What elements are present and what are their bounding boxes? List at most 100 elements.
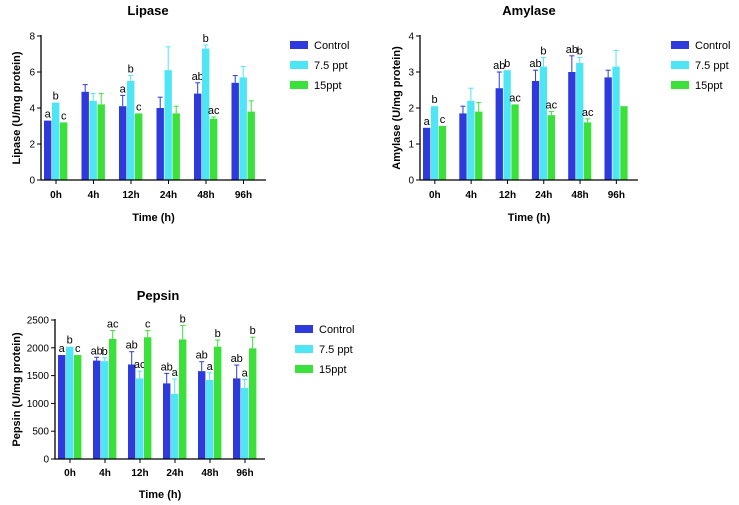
y-axis-label: Pepsin (U/mg protein) — [11, 332, 23, 447]
bar-15ppt-0h — [438, 126, 447, 180]
x-tick-label: 48h — [197, 190, 214, 201]
x-tick-label: 48h — [571, 190, 588, 201]
significance-label: ac — [107, 319, 119, 331]
legend-entry: Control — [314, 40, 349, 52]
y-tick-label: 3 — [408, 68, 414, 79]
bar-control-24h — [156, 108, 164, 180]
bar-15ppt-12h — [135, 113, 143, 180]
x-tick-label: 24h — [160, 190, 177, 201]
significance-label: c — [61, 110, 67, 122]
significance-label: b — [53, 91, 59, 103]
bar-15ppt-12h — [144, 337, 152, 459]
legend-entry: 7.5 ppt — [695, 60, 729, 72]
x-tick-label: 4h — [465, 190, 477, 201]
legend-swatch — [295, 325, 313, 333]
y-tick-label: 1000 — [27, 399, 50, 410]
legend-swatch — [290, 41, 308, 49]
y-tick-label: 0 — [408, 176, 414, 187]
bar-15ppt-96h — [620, 106, 628, 180]
bar-15ppt-4h — [109, 338, 117, 459]
bar-7.5ppt-24h — [171, 393, 179, 459]
bar-control-0h — [423, 127, 431, 180]
x-axis-label: Time (h) — [139, 489, 182, 501]
y-tick-label: 1500 — [27, 371, 50, 382]
significance-label: ab — [529, 58, 541, 70]
significance-label: b — [67, 335, 73, 347]
x-axis-label: Time (h) — [132, 212, 175, 224]
significance-label: a — [207, 361, 214, 373]
legend: Control 7.5 ppt 15ppt — [671, 40, 730, 92]
significance-label: ab — [126, 340, 138, 352]
significance-label: ab — [192, 71, 204, 83]
y-tick-label: 4 — [408, 32, 414, 43]
significance-label: b — [431, 94, 437, 106]
bar-7.5ppt-4h — [467, 100, 475, 180]
bar-control-48h — [194, 93, 202, 180]
significance-label: ab — [493, 60, 505, 72]
chart-title: Pepsin — [137, 288, 180, 303]
bar-7.5ppt-12h — [136, 378, 144, 459]
significance-label: ab — [161, 361, 173, 373]
chart-lipase: Lipase Time (h) Lipase (U/mg protein) 0 2 4 6 8… — [11, 3, 349, 224]
legend-entry: 15ppt — [695, 80, 723, 92]
bar-15ppt-96h — [247, 111, 255, 180]
bar-7.5ppt-96h — [239, 77, 247, 180]
bar-15ppt-4h — [475, 111, 483, 180]
significance-label: c — [75, 343, 81, 355]
legend-entry: 15ppt — [319, 364, 347, 376]
bar-control-48h — [198, 371, 206, 459]
bar-15ppt-24h — [179, 339, 187, 459]
bar-control-12h — [119, 106, 127, 180]
bar-7.5ppt-4h — [89, 100, 97, 180]
bar-7.5ppt-24h — [539, 66, 548, 180]
significance-label: ab — [196, 350, 208, 362]
bar-15ppt-24h — [547, 115, 555, 180]
bar-control-12h — [495, 88, 503, 180]
y-tick-label: 1 — [408, 140, 414, 151]
chart-title: Amylase — [502, 3, 555, 18]
bar-control-12h — [128, 364, 136, 459]
significance-label: c — [136, 101, 142, 113]
legend-entry: Control — [695, 40, 730, 52]
y-tick-label: 6 — [29, 68, 35, 79]
significance-label: b — [128, 64, 134, 76]
legend-swatch — [295, 345, 313, 353]
significance-label: b — [203, 33, 209, 45]
significance-label: ac — [509, 92, 521, 104]
bar-15ppt-24h — [172, 113, 180, 180]
bar-7.5ppt-0h — [52, 102, 60, 180]
x-tick-label: 0h — [50, 190, 62, 201]
y-tick-label: 4 — [29, 104, 35, 115]
legend-swatch — [671, 61, 689, 69]
bar-15ppt-0h — [74, 355, 82, 459]
bar-7.5ppt-12h — [127, 81, 135, 180]
significance-label: b — [577, 46, 583, 58]
y-tick-label: 2 — [29, 140, 35, 151]
bar-control-24h — [163, 383, 171, 459]
y-tick-label: 2000 — [27, 343, 50, 354]
legend-swatch — [295, 365, 313, 373]
x-tick-label: 12h — [499, 190, 516, 201]
y-tick-label: 8 — [29, 32, 35, 43]
y-tick-label: 2500 — [27, 316, 50, 327]
bar-7.5ppt-4h — [101, 361, 109, 459]
bar-7.5ppt-48h — [202, 48, 210, 180]
bar-15ppt-48h — [210, 118, 218, 180]
significance-label: b — [215, 328, 221, 340]
bar-control-48h — [568, 72, 576, 180]
significance-label: ac — [208, 105, 220, 117]
bar-7.5ppt-96h — [612, 66, 620, 180]
legend-swatch — [671, 81, 689, 89]
y-tick-label: 2 — [408, 104, 414, 115]
bar-15ppt-48h — [584, 122, 592, 180]
legend-entry: 15ppt — [314, 80, 342, 92]
bar-7.5ppt-96h — [241, 387, 249, 459]
significance-label: c — [440, 114, 446, 126]
bar-control-4h — [93, 360, 101, 459]
y-axis-label: Amylase (U/mg protein) — [391, 46, 403, 170]
bar-15ppt-4h — [97, 104, 105, 180]
chart-title: Lipase — [127, 3, 168, 18]
legend-swatch — [671, 41, 689, 49]
chart-pepsin: Pepsin Time (h) Pepsin (U/mg protein) 0 500 1… — [11, 288, 354, 501]
